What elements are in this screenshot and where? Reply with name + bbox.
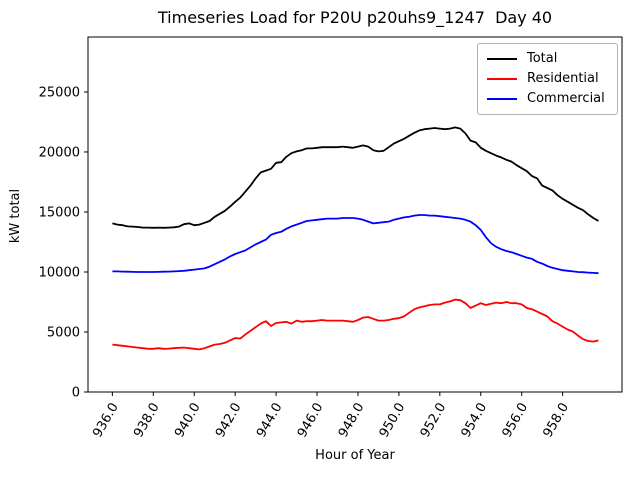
legend-line-total-icon [487,58,517,60]
svg-text:938.0: 938.0 [131,401,163,441]
svg-text:956.0: 956.0 [500,401,532,441]
svg-text:954.0: 954.0 [459,401,491,441]
svg-text:952.0: 952.0 [418,401,450,441]
legend-label-residential: Residential [527,71,599,86]
svg-text:10000: 10000 [39,265,80,280]
legend-line-residential-icon [487,78,517,80]
svg-text:20000: 20000 [39,145,80,160]
legend-item-total: Total [487,49,609,69]
svg-text:940.0: 940.0 [172,401,204,441]
legend: Total Residential Commercial [477,43,618,115]
svg-text:944.0: 944.0 [254,401,286,441]
legend-item-commercial: Commercial [487,89,609,109]
series-line-commercial [112,214,599,275]
svg-text:950.0: 950.0 [377,401,409,441]
svg-text:946.0: 946.0 [295,401,327,441]
svg-text:5000: 5000 [47,325,80,340]
svg-text:25000: 25000 [39,85,80,100]
series-line-residential [112,298,599,351]
chart-title: Timeseries Load for P20U p20uhs9_1247 Da… [157,8,553,27]
svg-text:948.0: 948.0 [336,401,368,441]
legend-item-residential: Residential [487,69,609,89]
legend-line-commercial-icon [487,98,517,100]
series-line-total [112,126,599,229]
svg-text:15000: 15000 [39,205,80,220]
svg-text:942.0: 942.0 [213,401,245,441]
x-axis-label: Hour of Year [315,448,395,463]
legend-label-total: Total [527,51,558,66]
legend-label-commercial: Commercial [527,91,605,106]
svg-text:0: 0 [72,386,80,401]
svg-text:958.0: 958.0 [541,401,573,441]
svg-text:936.0: 936.0 [90,401,122,441]
